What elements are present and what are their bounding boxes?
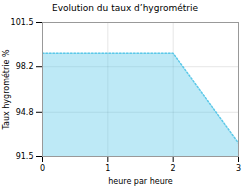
svg-text:Taux hygrométrie %: Taux hygrométrie %: [1, 49, 11, 131]
svg-text:94.8: 94.8: [16, 108, 34, 117]
svg-text:101.5: 101.5: [11, 18, 34, 27]
svg-text:91.5: 91.5: [16, 152, 34, 161]
svg-text:2: 2: [171, 164, 176, 173]
svg-text:heure par heure: heure par heure: [108, 177, 173, 186]
html-text:Evolution du taux d’hygrométri: Evolution du taux d’hygrométrie: [52, 3, 198, 13]
svg-text:98.2: 98.2: [16, 62, 34, 71]
svg-text:3: 3: [236, 164, 241, 173]
svg-text:0: 0: [40, 164, 45, 173]
svg-text:1: 1: [105, 164, 110, 173]
